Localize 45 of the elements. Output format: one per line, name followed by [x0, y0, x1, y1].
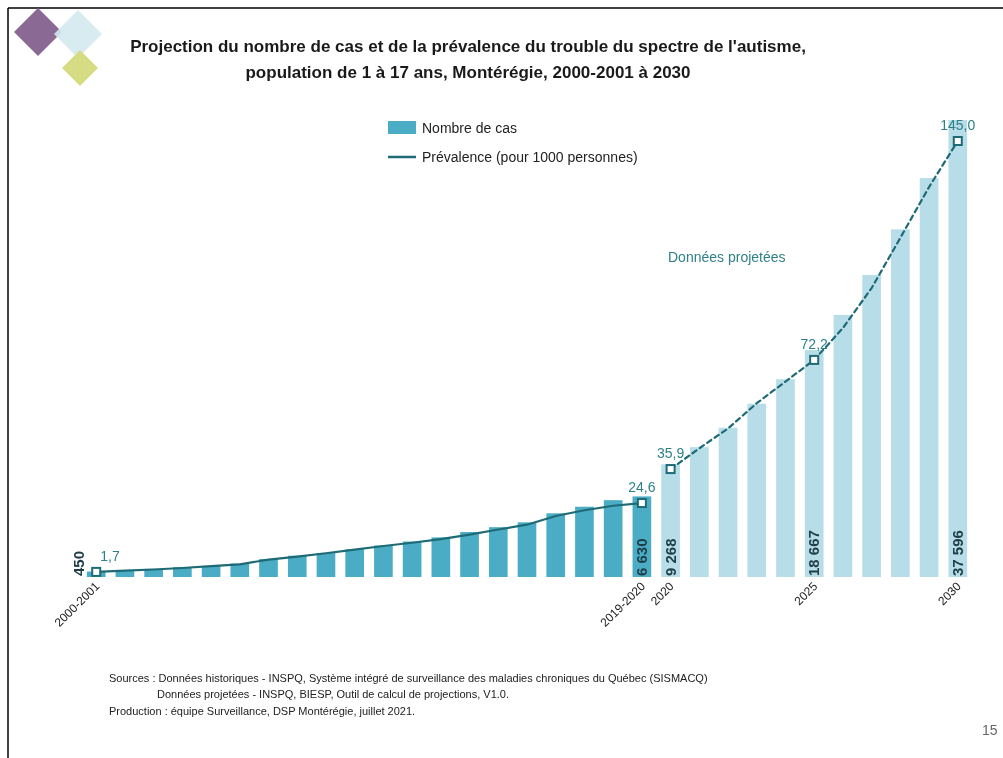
bar: [546, 513, 566, 577]
point: [665, 464, 676, 475]
bar: [287, 555, 307, 577]
bar: [603, 500, 623, 577]
data-label: 1,7: [100, 547, 120, 564]
bar: [747, 403, 767, 577]
text: Production : équipe Surveillance, DSP Montérégie, juillet 2021.: [109, 705, 416, 717]
bar: [345, 549, 365, 577]
bar: [689, 447, 709, 577]
point: [636, 498, 647, 509]
chart-title: Projection du nombre de cas et de la prévalence du trouble du spectre de l'autisme, population de 1 à 17 ans, Montérégie, 2000-2001 à 2030: [130, 37, 806, 82]
data-label: 450: [69, 550, 87, 576]
data-label: 6 630: [632, 538, 650, 576]
bar: [575, 506, 594, 577]
text: 15: [982, 722, 998, 738]
bar: [374, 545, 393, 577]
point: [91, 566, 102, 577]
data-label: 37 596: [948, 530, 966, 576]
data-label: 35,9: [656, 445, 685, 462]
bar: [316, 552, 336, 577]
bar: [259, 559, 278, 577]
data-label: 72,2: [800, 335, 829, 352]
bar: [862, 275, 881, 577]
bar: [804, 350, 824, 577]
bar: [460, 532, 479, 577]
point: [809, 354, 820, 365]
bar: [488, 527, 508, 577]
data-label: 24,6: [628, 479, 656, 496]
data-label: 145,0: [940, 117, 976, 133]
bar: [833, 314, 853, 577]
annotation: Données projetées: [668, 249, 786, 265]
bar: [402, 541, 422, 577]
bar: [919, 178, 939, 577]
point: [952, 136, 963, 146]
source-note: Sources : Données historiques - INSPQ, Système intégré de surveillance des maladies chroniques du Québec (SISMACQ): [109, 672, 708, 684]
bar: [718, 427, 738, 577]
data-label: 9 268: [661, 538, 679, 576]
data-label: 18 667: [805, 530, 823, 576]
bar: [517, 522, 537, 577]
text: Données projetées - INSPQ, BIESP, Outil de calcul de projections, V1.0.: [157, 688, 509, 700]
bar: [776, 379, 795, 577]
bar: [431, 537, 451, 577]
legend-label: Prévalence (pour 1000 personnes): [422, 149, 638, 165]
bar: [891, 229, 910, 577]
legend-label: Nombre de cas: [422, 120, 517, 136]
